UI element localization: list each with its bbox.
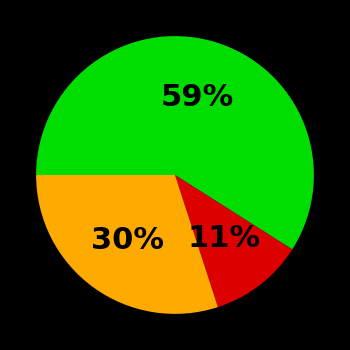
Text: 30%: 30% — [91, 226, 164, 255]
Wedge shape — [175, 175, 292, 307]
Wedge shape — [36, 36, 314, 250]
Wedge shape — [36, 175, 218, 314]
Text: 59%: 59% — [161, 83, 234, 112]
Text: 11%: 11% — [188, 224, 261, 253]
